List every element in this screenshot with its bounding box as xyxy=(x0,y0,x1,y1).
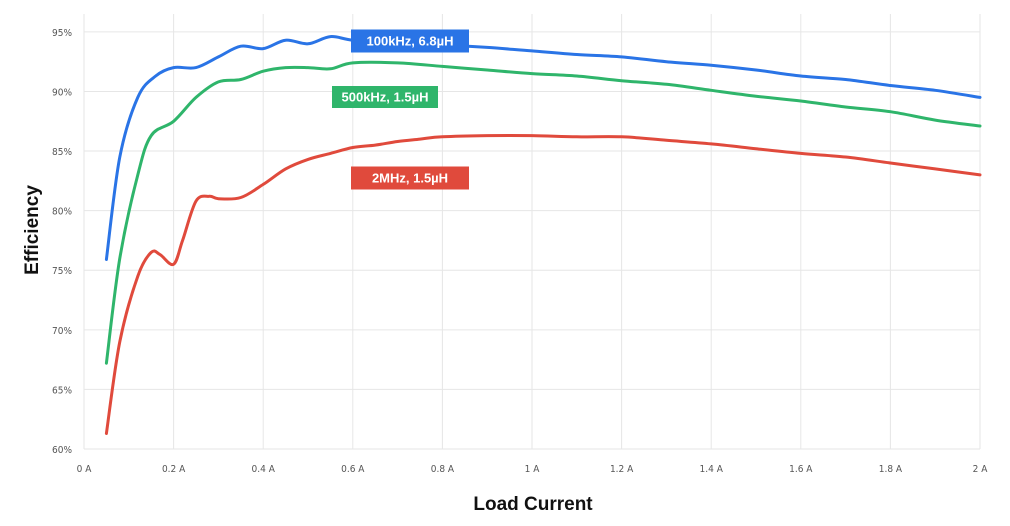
y-tick-label: 60% xyxy=(52,445,72,456)
series-lines xyxy=(104,35,982,435)
y-tick-label: 70% xyxy=(52,326,72,337)
x-tick-label: 1 A xyxy=(525,464,541,475)
x-tick-label: 0.2 A xyxy=(162,464,186,475)
x-tick-label: 2 A xyxy=(973,464,989,475)
x-tick-label: 0.4 A xyxy=(252,464,276,475)
series-500khz-line xyxy=(104,60,982,365)
x-tick-label: 1.8 A xyxy=(879,464,903,475)
x-axis-title: Load Current xyxy=(473,494,593,515)
x-tick-label: 0.8 A xyxy=(431,464,455,475)
y-tick-label: 80% xyxy=(52,207,72,218)
x-axis-ticks: 0 A 0.2 A 0.4 A 0.6 A 0.8 A 1 A 1.2 A 1.4 A 1.6 … xyxy=(77,464,989,475)
annotation-box xyxy=(351,166,469,190)
x-tick-label: 1.6 A xyxy=(789,464,813,475)
x-tick-label: 1.4 A xyxy=(700,464,724,475)
y-tick-label: 90% xyxy=(52,87,72,98)
series-100khz-line xyxy=(104,35,982,261)
annotation-box xyxy=(351,29,469,53)
x-tick-label: 0 A xyxy=(77,464,93,475)
y-axis-ticks: 60% 65% 70% 75% 80% 85% 90% 95% xyxy=(52,28,72,456)
annotation-label: 2MHz, 1.5µH xyxy=(372,171,448,186)
y-axis-title: Efficiency xyxy=(22,185,43,275)
y-tick-label: 65% xyxy=(52,385,72,396)
series-annotations: 100kHz, 6.8µH 500kHz, 1.5µH 2MHz, 1.5µH xyxy=(332,29,469,190)
annotation-label: 100kHz, 6.8µH xyxy=(367,34,454,49)
annotation-label: 500kHz, 1.5µH xyxy=(342,90,429,105)
annotation-box xyxy=(332,86,438,108)
y-tick-label: 85% xyxy=(52,147,72,158)
annotation-100khz: 100kHz, 6.8µH xyxy=(351,29,469,53)
y-tick-label: 95% xyxy=(52,28,72,39)
x-tick-label: 0.6 A xyxy=(341,464,365,475)
annotation-2mhz: 2MHz, 1.5µH xyxy=(351,166,469,190)
annotation-500khz: 500kHz, 1.5µH xyxy=(332,86,438,108)
x-tick-label: 1.2 A xyxy=(610,464,634,475)
y-tick-label: 75% xyxy=(52,266,72,277)
series-2mhz-line xyxy=(104,133,982,435)
